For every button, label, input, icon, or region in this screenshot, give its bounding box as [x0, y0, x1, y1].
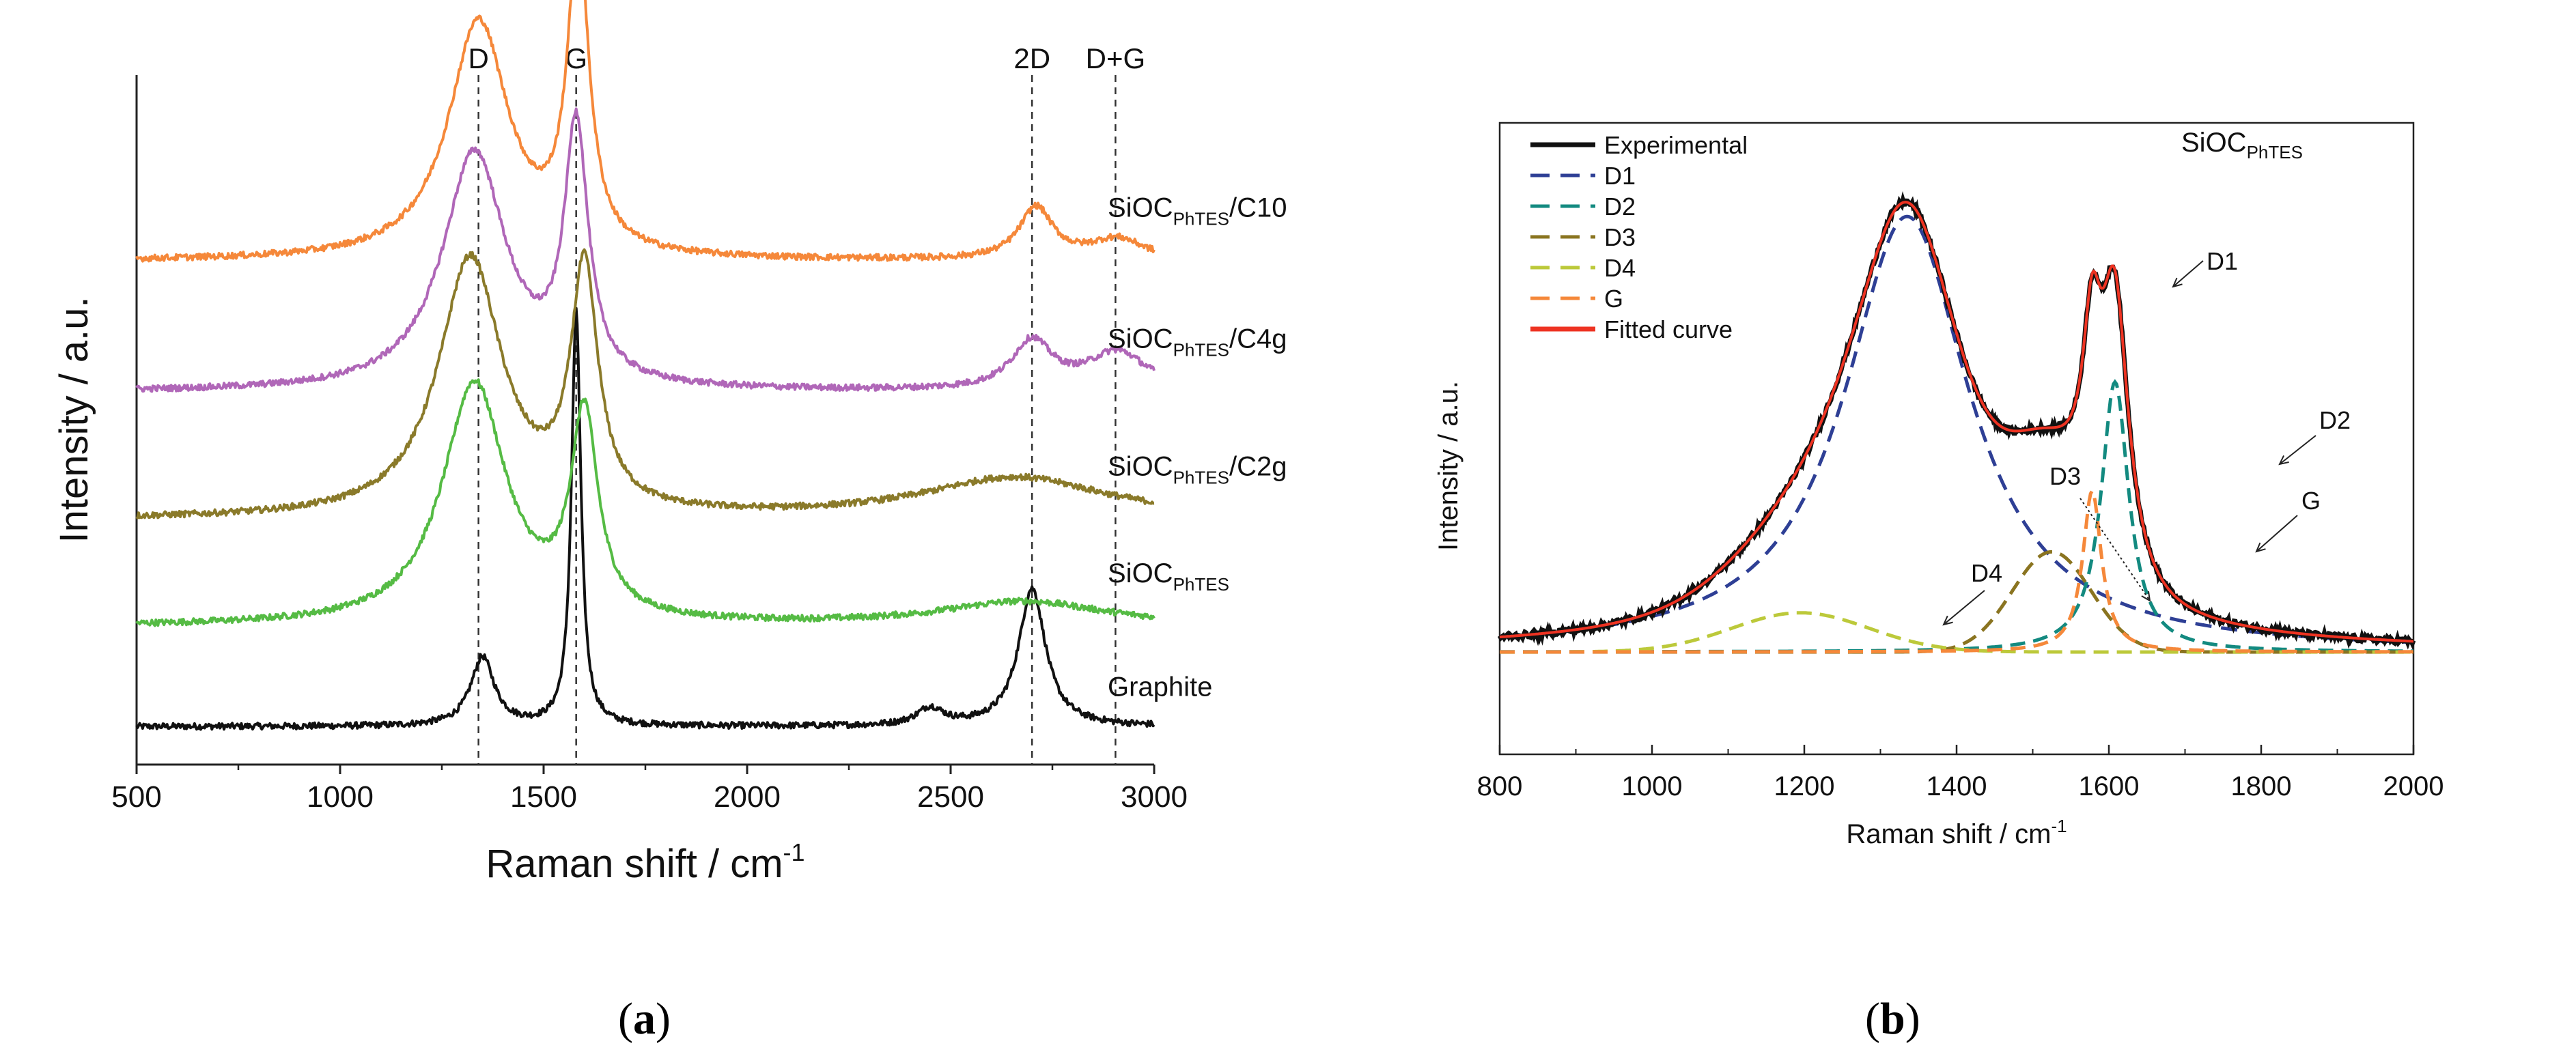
series-label-0: Graphite — [1108, 672, 1212, 702]
x-axis-label: Raman shift / cm-1 — [1846, 816, 2067, 849]
legend-label-D1: D1 — [1604, 162, 1636, 190]
annotation-arrowhead-D3 — [2141, 591, 2151, 602]
x-tick-label-1000: 1000 — [1622, 771, 1683, 801]
x-tick-label-1200: 1200 — [1774, 771, 1835, 801]
reference-label-D: D — [468, 42, 488, 74]
annotation-arrowhead-D2 — [2278, 455, 2289, 466]
annotation-D3: D3 — [2049, 462, 2081, 490]
x-tick-label-1500: 1500 — [510, 780, 577, 814]
chart-b: 800 1000 1200 1400 1600 1800 2000 Raman shift /… — [1433, 122, 2444, 849]
series-line-G — [1500, 487, 2413, 654]
annotation-arrow-D1 — [2172, 260, 2204, 287]
series-line-2 — [135, 248, 1155, 519]
plot-frame — [1498, 122, 2415, 756]
series-line-Experimental — [1497, 190, 2416, 650]
annotation-arrow-G — [2256, 515, 2298, 552]
series-line-1 — [135, 378, 1156, 627]
x-axis-label: Raman shift / cm-1 — [486, 838, 804, 886]
annotation-D4: D4 — [1971, 559, 2002, 587]
panel-a: 500 1000 1500 2000 2500 3000 Raman shift / cm-… — [52, 0, 1288, 1044]
annotation-arrowhead-G — [2255, 542, 2266, 553]
series-label-1: SiOCPhTES — [1108, 558, 1229, 595]
x-tick-label-1800: 1800 — [2231, 771, 2292, 801]
annotation-arrowhead-D1 — [2172, 277, 2183, 288]
x-tick-label-1600: 1600 — [2079, 771, 2140, 801]
panel-b: 800 1000 1200 1400 1600 1800 2000 Raman shift /… — [1288, 0, 2576, 1054]
annotation-arrow-D2 — [2279, 435, 2316, 465]
reference-label-2D: 2D — [1013, 42, 1050, 74]
chart-title: SiOCPhTES — [2181, 128, 2303, 162]
series-label-2: SiOCPhTES/C2g — [1108, 451, 1287, 487]
annotation-D2: D2 — [2319, 406, 2351, 434]
annotation-arrowhead-D4 — [1942, 615, 1953, 626]
x-tick-label-1000: 1000 — [307, 780, 374, 814]
legend-label-D3: D3 — [1604, 223, 1636, 251]
x-tick-label-800: 800 — [1477, 771, 1523, 801]
x-tick-label-3000: 3000 — [1121, 780, 1188, 814]
annotation-arrow-D3 — [2080, 498, 2151, 601]
chart-a: 500 1000 1500 2000 2500 3000 Raman shift / cm-… — [52, 0, 1288, 886]
series-line-D1 — [1499, 214, 2414, 644]
series-line-4 — [135, 0, 1156, 263]
annotation-D1: D1 — [2207, 247, 2238, 275]
legend-label-G: G — [1604, 285, 1623, 313]
legend-label-Experimental: Experimental — [1604, 131, 1748, 159]
series-line-Fitted-curve — [1499, 201, 2413, 643]
reference-label-D+G: D+G — [1086, 42, 1146, 74]
legend-label-D2: D2 — [1604, 193, 1636, 220]
x-tick-label-2000: 2000 — [2383, 771, 2444, 801]
x-tick-label-2500: 2500 — [917, 780, 984, 814]
y-axis-label: Intensity / a.u. — [52, 296, 96, 543]
series-label-3: SiOCPhTES/C4g — [1108, 324, 1287, 360]
x-tick-label-500: 500 — [111, 780, 161, 814]
x-tick-label-2000: 2000 — [714, 780, 781, 814]
series-line-0 — [135, 307, 1156, 731]
x-tick-label-1400: 1400 — [1927, 771, 1987, 801]
legend-label-Fitted-curve: Fitted curve — [1604, 315, 1733, 343]
series-line-D2 — [1500, 379, 2413, 654]
series-label-4: SiOCPhTES/C10g — [1108, 193, 1288, 229]
panel-label-a: (a) — [618, 994, 671, 1044]
series-line-3 — [135, 107, 1156, 393]
legend-label-D4: D4 — [1604, 254, 1636, 282]
annotation-arrow-D4 — [1943, 590, 1985, 625]
y-axis-label: Intensity / a.u. — [1433, 381, 1464, 551]
annotation-G: G — [2301, 487, 2321, 515]
panel-label-b: (b) — [1865, 994, 1920, 1044]
